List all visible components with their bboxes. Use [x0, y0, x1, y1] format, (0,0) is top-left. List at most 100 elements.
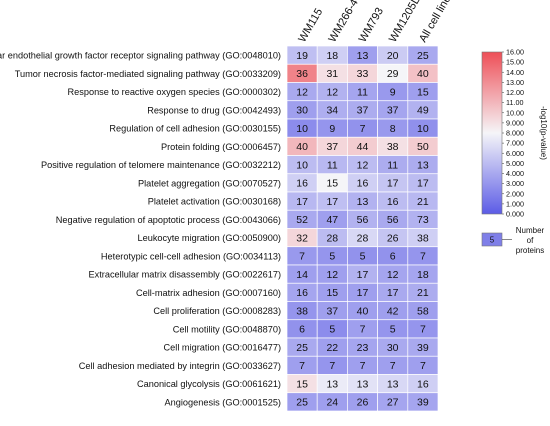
cell-count-label: 18: [417, 269, 429, 281]
column-header: WM793: [357, 6, 386, 45]
colorbar-tick-label: 13.00: [506, 78, 524, 87]
cell-count-label: 34: [326, 105, 338, 117]
row-label: Platelet activation (GO:0030168): [148, 197, 281, 207]
cell-count-label: 7: [299, 360, 305, 372]
cell-count-label: 7: [329, 360, 335, 372]
row-label: Cell migration (GO:0016477): [164, 343, 281, 353]
cell-count-label: 12: [357, 159, 369, 171]
cell-count-label: 37: [387, 105, 399, 117]
cell-count-label: 7: [390, 360, 396, 372]
colorbar-tick-label: 10.00: [506, 108, 524, 117]
colorbar-tick-label: 1.000: [506, 199, 524, 208]
cell-count-label: 16: [357, 178, 369, 190]
cell-count-label: 50: [417, 141, 429, 153]
cell-count-label: 27: [387, 397, 399, 409]
cell-count-label: 7: [420, 251, 426, 263]
cell-count-label: 19: [296, 50, 308, 62]
cell-count-label: 29: [387, 68, 399, 80]
cell-count-label: 17: [326, 196, 338, 208]
row-label: Protein folding (GO:0006457): [161, 142, 281, 152]
cell-count-label: 36: [296, 68, 308, 80]
cell-count-label: 9: [390, 86, 396, 98]
colorbar-bar: [481, 51, 503, 215]
row-label: Cell-matrix adhesion (GO:0007160): [136, 288, 281, 298]
cell-count-label: 13: [417, 159, 429, 171]
cell-count-label: 9: [329, 123, 335, 135]
cell-count-label: 6: [299, 324, 305, 336]
cell-count-label: 14: [296, 269, 308, 281]
row-label: Canonical glycolysis (GO:0061621): [137, 379, 281, 389]
cell-count-label: 6: [390, 251, 396, 263]
colorbar-tick-label: 5.000: [506, 159, 524, 168]
row-label: Negative regulation of apoptotic process…: [56, 215, 281, 225]
cell-count-label: 38: [296, 305, 308, 317]
cell-count-label: 58: [417, 305, 429, 317]
cell-count-label: 16: [417, 378, 429, 390]
legend-label-line: of: [527, 236, 534, 245]
colorbar-tick-label: 14.00: [506, 68, 524, 77]
cell-count-label: 24: [326, 397, 338, 409]
row-labels: Vascular endothelial growth factor recep…: [0, 51, 281, 408]
colorbar-tick-label: 2.000: [506, 189, 524, 198]
cell-count-label: 25: [417, 50, 429, 62]
row-label: Extracellular matrix disassembly (GO:002…: [89, 270, 282, 280]
cell-count-label: 10: [296, 123, 308, 135]
legend-label-line: proteins: [516, 246, 544, 255]
row-label: Cell motility (GO:0048870): [173, 324, 281, 334]
row-label: Cell proliferation (GO:0008283): [153, 306, 281, 316]
cell-count-label: 13: [326, 378, 338, 390]
cell-count-label: 15: [296, 378, 308, 390]
cell-count-label: 32: [296, 232, 308, 244]
cell-count-label: 37: [326, 305, 338, 317]
column-header: All cell lines: [417, 0, 456, 45]
colorbar-tick-label: 8.000: [506, 129, 524, 138]
row-label: Positive regulation of telomere maintena…: [41, 160, 281, 170]
cell-count-label: 13: [357, 50, 369, 62]
cell-count-label: 25: [296, 342, 308, 354]
cell-count-label: 25: [296, 397, 308, 409]
colorbar-tick-label: 6.000: [506, 149, 524, 158]
cell-count-label: 40: [357, 305, 369, 317]
cell-count-label: 5: [329, 251, 335, 263]
cell-count-label: 5: [360, 251, 366, 263]
cell-count-label: 13: [357, 196, 369, 208]
cell-count-label: 16: [296, 178, 308, 190]
colorbar-tick-label: 11.00: [506, 98, 523, 107]
heatmap-cells: 19 18 13 20 25 36 31 33 29 40 12 12 11 9 15 30 34 37 37 49 1…: [286, 45, 439, 412]
cell-count-label: 13: [387, 378, 399, 390]
cell-count-label: 11: [357, 86, 368, 98]
cell-count-label: 73: [417, 214, 429, 226]
cell-count-label: 31: [326, 68, 338, 80]
cell-count-label: 17: [387, 287, 399, 299]
cell-count-label: 39: [417, 342, 429, 354]
colorbar-tick-label: 3.000: [506, 179, 524, 188]
cell-count-label: 26: [357, 397, 369, 409]
cell-count-label: 37: [357, 105, 369, 117]
cell-count-label: 37: [326, 141, 338, 153]
cell-count-label: 40: [296, 141, 308, 153]
cell-count-label: 15: [326, 178, 338, 190]
cell-count-label: 17: [417, 178, 429, 190]
cell-count-label: 7: [360, 123, 366, 135]
cell-count-label: 26: [387, 232, 399, 244]
cell-count-label: 22: [326, 342, 338, 354]
row-label: Response to reactive oxygen species (GO:…: [68, 87, 281, 97]
cell-count-label: 7: [360, 324, 366, 336]
row-label: Regulation of cell adhesion (GO:0030155): [109, 124, 281, 134]
cell-count-label: 20: [387, 50, 399, 62]
row-label: Cell adhesion mediated by integrin (GO:0…: [79, 361, 281, 371]
cell-count-label: 47: [326, 214, 338, 226]
cell-count-label: 21: [417, 287, 429, 299]
cell-count-label: 39: [417, 397, 429, 409]
cell-count-label: 21: [417, 196, 429, 208]
cell-count-label: 5: [390, 324, 396, 336]
colorbar-tick-label: 9.000: [506, 118, 524, 127]
cell-count-label: 7: [299, 251, 305, 263]
cell-count-label: 44: [357, 141, 369, 153]
cell-count-label: 17: [357, 287, 369, 299]
cell-count-label: 18: [326, 50, 338, 62]
row-label: Platelet aggregation (GO:0070527): [138, 178, 281, 188]
